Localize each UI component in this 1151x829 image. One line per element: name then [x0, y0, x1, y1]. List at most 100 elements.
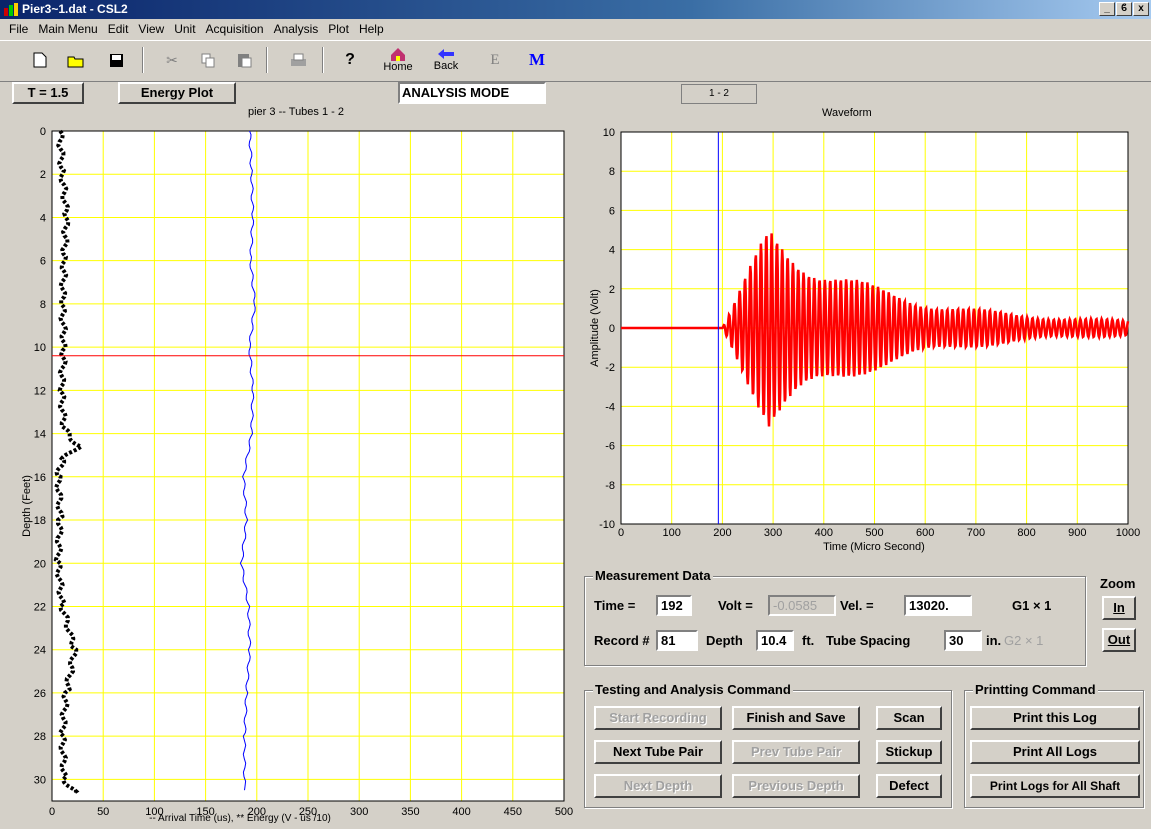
close-button[interactable]: x [1133, 2, 1149, 16]
depth-label: Depth [706, 633, 743, 648]
x-tick-label: 1000 [1116, 527, 1140, 539]
y-tick-label: 0 [609, 323, 615, 335]
y-tick-label: 2 [609, 284, 615, 296]
menu-file[interactable]: File [9, 22, 29, 36]
x-tick-label: 400 [452, 806, 470, 818]
y-tick-label: 6 [40, 256, 46, 268]
y-tick-label: 8 [609, 166, 615, 178]
x-tick-label: 100 [663, 527, 681, 539]
menu-plot[interactable]: Plot [328, 22, 349, 36]
depth-field[interactable]: 10.4 [756, 630, 794, 651]
menu-view[interactable]: View [138, 22, 165, 36]
velocity-field[interactable]: 13020. [904, 595, 972, 616]
app-icon [4, 3, 18, 16]
x-tick-label: 450 [504, 806, 522, 818]
x-tick-label: 800 [1017, 527, 1035, 539]
new-file-icon[interactable] [28, 45, 52, 75]
x-tick-label: 150 [196, 806, 214, 818]
testing-title: Testing and Analysis Command [593, 682, 793, 697]
t-value-button[interactable]: T = 1.5 [12, 82, 84, 104]
y-tick-label: 18 [34, 515, 46, 527]
finish-and-save-button[interactable]: Finish and Save [732, 706, 860, 730]
printing-title: Printting Command [973, 682, 1098, 697]
g1-gain-label: G1 × 1 [1012, 598, 1052, 613]
menu-edit[interactable]: Edit [107, 22, 129, 36]
home-button[interactable]: Home [380, 45, 416, 75]
time-field[interactable]: 192 [656, 595, 692, 616]
previous-depth-button[interactable]: Previous Depth [732, 774, 860, 798]
start-recording-button[interactable]: Start Recording [594, 706, 722, 730]
depth-x-axis-label: -- Arrival Time (us), ** Energy (V - us … [149, 813, 331, 824]
volt-field[interactable]: -0.0585 [768, 595, 836, 616]
y-tick-label: 26 [34, 688, 46, 700]
depth-log-chart: pier 3 -- Tubes 1 - 2 0 50 100 150 200 250 300… [0, 106, 578, 824]
print-this-log-button[interactable]: Print this Log [970, 706, 1140, 730]
y-tick-label: 28 [34, 731, 46, 743]
print-all-logs-button[interactable]: Print All Logs [970, 740, 1140, 764]
next-depth-button[interactable]: Next Depth [594, 774, 722, 798]
x-tick-label: 500 [555, 806, 573, 818]
menu-bar: File Main Menu Edit View Unit Acquisitio… [0, 19, 1151, 39]
x-tick-label: 300 [764, 527, 782, 539]
depth-axis-label: Depth (Feet) [21, 475, 33, 537]
y-tick-label: 6 [609, 205, 615, 217]
y-tick-label: -2 [605, 362, 615, 374]
x-tick-label: 200 [248, 806, 266, 818]
copy-icon[interactable] [196, 45, 220, 75]
minimize-button[interactable]: _ [1099, 2, 1115, 16]
y-tick-label: 2 [40, 169, 46, 181]
y-tick-label: 10 [34, 342, 46, 354]
next-tube-pair-button[interactable]: Next Tube Pair [594, 740, 722, 764]
waveform-title: Waveform [822, 107, 872, 119]
cut-icon[interactable]: ✂ [166, 51, 178, 68]
back-arrow-icon [438, 49, 454, 59]
measurement-group: Measurement Data [584, 568, 1086, 666]
x-tick-label: 900 [1068, 527, 1086, 539]
defect-button[interactable]: Defect [876, 774, 942, 798]
printing-group: Printting Command [964, 682, 1144, 808]
menu-help[interactable]: Help [358, 22, 384, 36]
stickup-button[interactable]: Stickup [876, 740, 942, 764]
e-button[interactable]: E [490, 51, 500, 68]
record-field[interactable]: 81 [656, 630, 698, 651]
scan-button[interactable]: Scan [876, 706, 942, 730]
prev-tube-pair-button[interactable]: Prev Tube Pair [732, 740, 860, 764]
print-icon[interactable] [286, 45, 310, 75]
energy-plot-button[interactable]: Energy Plot [118, 82, 236, 104]
y-tick-label: 24 [34, 645, 46, 657]
print-logs-all-shaft-button[interactable]: Print Logs for All Shaft [970, 774, 1140, 798]
zoom-label: Zoom [1100, 576, 1136, 591]
x-tick-label: 100 [145, 806, 163, 818]
amplitude-axis-label: Amplitude (Volt) [589, 289, 601, 367]
back-button[interactable]: Back [428, 45, 464, 75]
toolbar: ✂ ? Home Back E M [0, 40, 1151, 82]
maximize-button[interactable]: ϐ [1116, 2, 1132, 16]
menu-main-menu[interactable]: Main Menu [38, 22, 98, 36]
y-tick-label: 4 [609, 245, 615, 257]
open-folder-icon[interactable] [64, 45, 88, 75]
m-button[interactable]: M [528, 50, 546, 69]
y-tick-label: 8 [40, 299, 46, 311]
tube-spacing-field[interactable]: 30 [944, 630, 982, 651]
energy-series [53, 129, 86, 795]
vel-label: Vel. = [840, 598, 874, 613]
x-tick-label: 0 [618, 527, 624, 539]
menu-analysis[interactable]: Analysis [273, 22, 319, 36]
zoom-out-button[interactable]: Out [1102, 628, 1136, 652]
zoom-in-button[interactable]: In [1102, 596, 1136, 620]
tube-pair-tab[interactable]: 1 - 2 [681, 84, 757, 104]
depth-chart-title: pier 3 -- Tubes 1 - 2 [248, 106, 344, 118]
x-tick-label: 500 [865, 527, 883, 539]
mode-display: ANALYSIS MODE [398, 82, 546, 104]
save-icon[interactable] [104, 45, 128, 75]
y-tick-label: 16 [34, 472, 46, 484]
y-tick-label: -4 [605, 401, 615, 413]
tube-spacing-label: Tube Spacing [826, 633, 911, 648]
menu-acquisition[interactable]: Acquisition [205, 22, 264, 36]
paste-icon[interactable] [232, 45, 256, 75]
x-tick-label: 0 [49, 806, 55, 818]
record-label: Record # [594, 633, 650, 648]
menu-unit[interactable]: Unit [174, 22, 196, 36]
help-icon[interactable]: ? [345, 51, 355, 68]
x-tick-label: 600 [916, 527, 934, 539]
